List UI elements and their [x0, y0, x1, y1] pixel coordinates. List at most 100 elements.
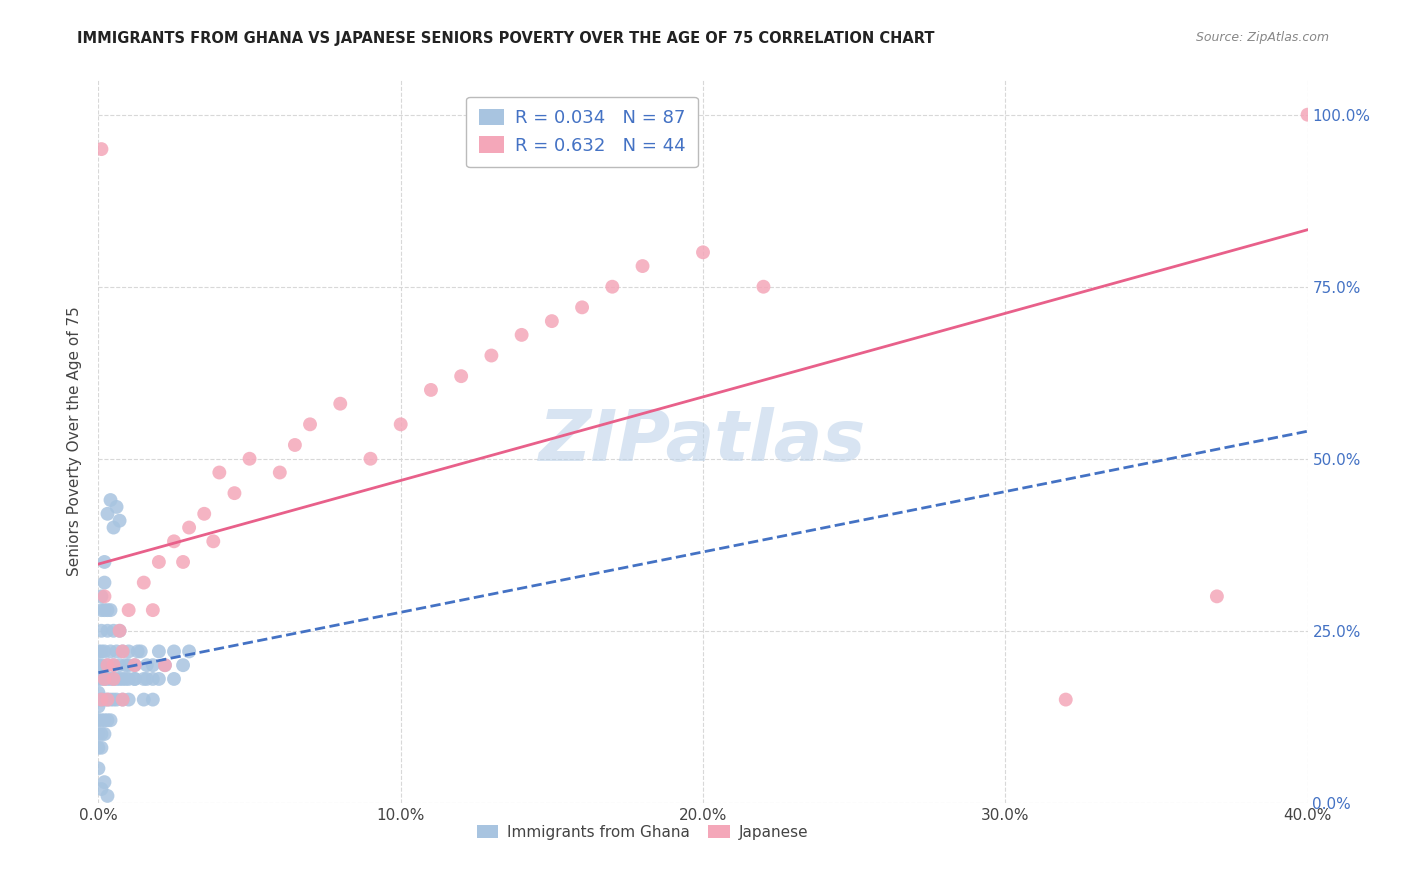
Point — [118, 672, 141, 686]
Point — [93, 644, 115, 658]
Point — [118, 603, 141, 617]
Text: Source: ZipAtlas.com: Source: ZipAtlas.com — [1195, 31, 1329, 45]
Point — [142, 658, 165, 673]
Point — [420, 383, 443, 397]
Point — [90, 590, 112, 604]
Point — [93, 555, 115, 569]
Point — [96, 692, 118, 706]
Point — [93, 775, 115, 789]
Text: IMMIGRANTS FROM GHANA VS JAPANESE SENIORS POVERTY OVER THE AGE OF 75 CORRELATION: IMMIGRANTS FROM GHANA VS JAPANESE SENIOR… — [77, 31, 935, 46]
Point — [87, 699, 110, 714]
Point — [124, 672, 146, 686]
Point — [114, 658, 136, 673]
Point — [135, 672, 157, 686]
Point — [510, 327, 533, 342]
Point — [93, 692, 115, 706]
Point — [111, 692, 134, 706]
Point — [163, 672, 186, 686]
Point — [118, 692, 141, 706]
Point — [93, 672, 115, 686]
Point — [90, 658, 112, 673]
Point — [202, 534, 225, 549]
Point — [148, 555, 170, 569]
Point — [163, 644, 186, 658]
Point — [299, 417, 322, 432]
Point — [153, 658, 176, 673]
Y-axis label: Seniors Poverty Over the Age of 75: Seniors Poverty Over the Age of 75 — [67, 307, 83, 576]
Point — [118, 658, 141, 673]
Point — [284, 438, 307, 452]
Point — [103, 672, 125, 686]
Point — [103, 624, 125, 638]
Point — [96, 672, 118, 686]
Point — [179, 644, 201, 658]
Point — [87, 658, 110, 673]
Point — [87, 644, 110, 658]
Point — [100, 692, 122, 706]
Point — [329, 397, 352, 411]
Point — [87, 761, 110, 775]
Point — [692, 245, 714, 260]
Point — [93, 575, 115, 590]
Point — [103, 672, 125, 686]
Point — [111, 672, 134, 686]
Point — [631, 259, 654, 273]
Point — [90, 713, 112, 727]
Point — [90, 740, 112, 755]
Point — [132, 692, 155, 706]
Point — [148, 672, 170, 686]
Point — [118, 644, 141, 658]
Point — [100, 644, 122, 658]
Point — [96, 789, 118, 803]
Point — [108, 658, 131, 673]
Point — [540, 314, 562, 328]
Point — [124, 672, 146, 686]
Point — [87, 713, 110, 727]
Point — [153, 658, 176, 673]
Point — [142, 692, 165, 706]
Point — [172, 658, 194, 673]
Point — [100, 603, 122, 617]
Point — [193, 507, 215, 521]
Point — [96, 713, 118, 727]
Point — [93, 590, 115, 604]
Point — [96, 624, 118, 638]
Point — [96, 658, 118, 673]
Point — [93, 713, 115, 727]
Point — [90, 692, 112, 706]
Point — [93, 603, 115, 617]
Point — [127, 644, 149, 658]
Point — [108, 672, 131, 686]
Point — [148, 644, 170, 658]
Point — [142, 672, 165, 686]
Point — [114, 672, 136, 686]
Point — [163, 534, 186, 549]
Point — [90, 727, 112, 741]
Point — [108, 514, 131, 528]
Point — [100, 672, 122, 686]
Point — [90, 603, 112, 617]
Point — [87, 686, 110, 700]
Point — [93, 727, 115, 741]
Point — [90, 692, 112, 706]
Point — [103, 658, 125, 673]
Point — [135, 658, 157, 673]
Point — [108, 624, 131, 638]
Point — [108, 624, 131, 638]
Point — [105, 500, 128, 514]
Legend: Immigrants from Ghana, Japanese: Immigrants from Ghana, Japanese — [471, 819, 814, 846]
Point — [90, 624, 112, 638]
Point — [105, 672, 128, 686]
Point — [224, 486, 246, 500]
Point — [93, 672, 115, 686]
Point — [602, 279, 624, 293]
Point — [1054, 692, 1077, 706]
Point — [179, 520, 201, 534]
Text: ZIPatlas: ZIPatlas — [540, 407, 866, 476]
Point — [96, 692, 118, 706]
Point — [132, 672, 155, 686]
Point — [111, 692, 134, 706]
Point — [450, 369, 472, 384]
Point — [481, 349, 503, 363]
Point — [142, 603, 165, 617]
